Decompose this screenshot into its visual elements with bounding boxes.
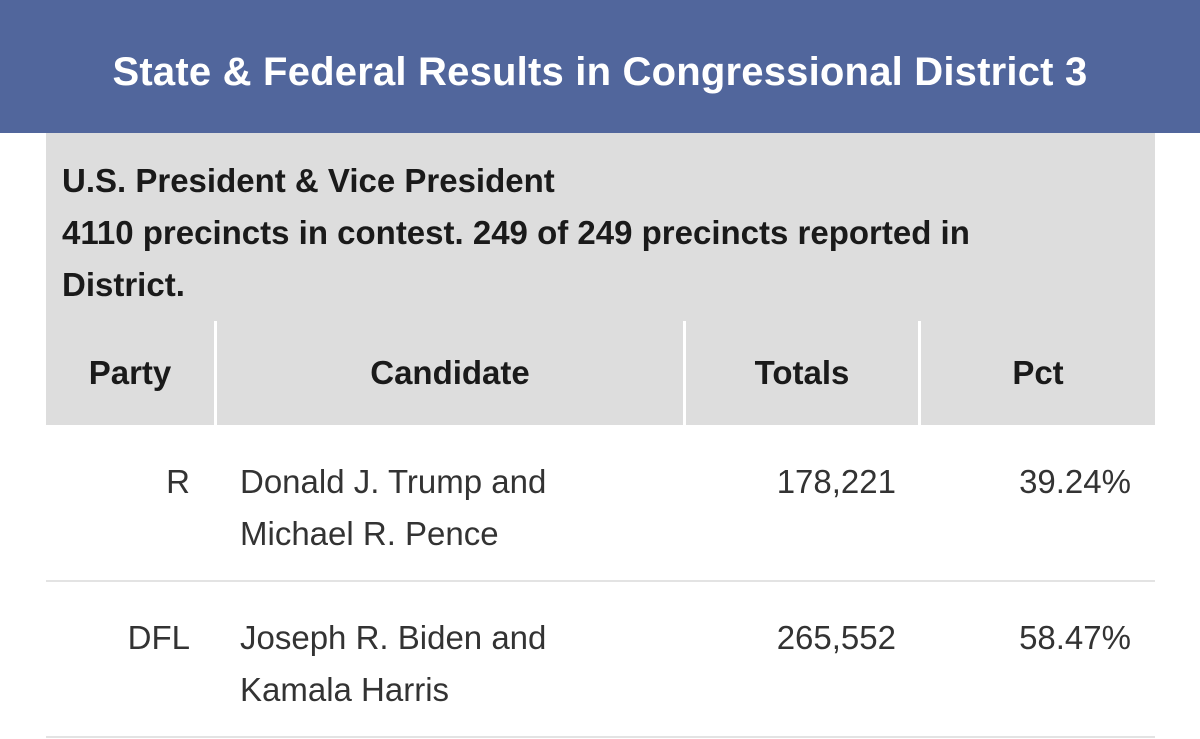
party-cell: DFL: [127, 619, 190, 656]
candidate-cell: Donald J. Trump and Michael R. Pence: [240, 456, 660, 560]
candidate-name-line: Michael R. Pence: [240, 515, 499, 552]
contest-summary: U.S. President & Vice President 4110 pre…: [46, 133, 1155, 321]
contest-precinct-info: 4110 precincts in contest. 249 of 249 pr…: [62, 214, 970, 303]
candidate-name-line: Joseph R. Biden and: [240, 619, 547, 656]
table-row: R Donald J. Trump and Michael R. Pence 1…: [46, 426, 1155, 582]
page-title: State & Federal Results in Congressional…: [112, 50, 1088, 94]
party-cell: R: [166, 463, 190, 500]
table-row: DFL Joseph R. Biden and Kamala Harris 26…: [46, 582, 1155, 738]
pct-cell: 58.47%: [1019, 619, 1131, 656]
candidate-name-line: Kamala Harris: [240, 671, 450, 708]
column-header-candidate: Candidate: [217, 321, 683, 425]
totals-cell: 178,221: [776, 463, 896, 500]
column-header-totals: Totals: [686, 321, 918, 425]
candidate-name-line: Donald J. Trump and: [240, 463, 547, 500]
totals-cell: 265,552: [776, 619, 896, 656]
column-header-party: Party: [46, 321, 214, 425]
candidate-cell: Joseph R. Biden and Kamala Harris: [240, 612, 660, 716]
contest-title: U.S. President & Vice President: [62, 162, 555, 199]
page-header: State & Federal Results in Congressional…: [0, 0, 1200, 133]
pct-cell: 39.24%: [1019, 463, 1131, 500]
column-header-pct: Pct: [921, 321, 1155, 425]
